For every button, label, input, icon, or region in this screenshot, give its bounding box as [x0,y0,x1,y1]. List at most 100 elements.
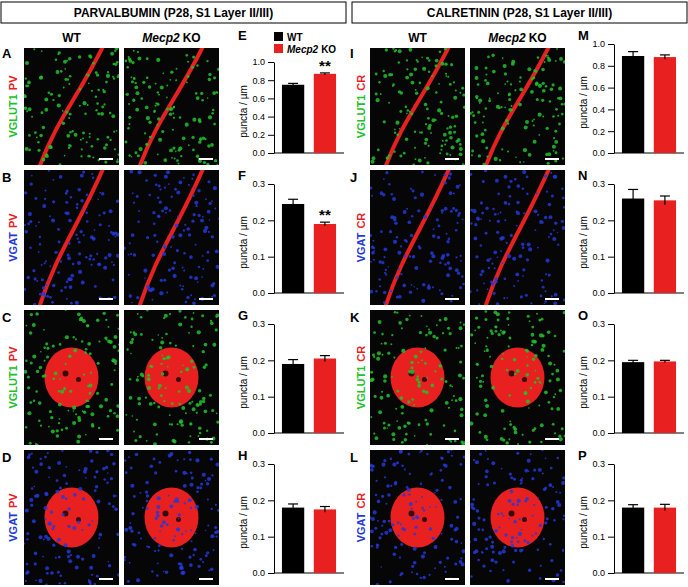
soma [491,348,545,408]
punctum [188,498,192,502]
punctum [180,371,182,373]
punctum [43,506,47,510]
punctum [207,498,209,500]
punctum [110,383,113,386]
punctum [202,561,204,563]
punctum [182,285,184,287]
punctum [199,400,202,403]
punctum [146,310,148,312]
micrograph [370,48,465,165]
punctum [157,334,159,336]
channel-label: VGATPV [7,493,19,542]
channel-name: VGLUT1 [7,94,19,137]
punctum [128,123,130,125]
punctum [82,529,84,531]
punctum [128,57,131,60]
punctum [476,377,478,379]
punctum [100,112,104,116]
punctum [49,410,52,413]
punctum [556,378,560,382]
punctum [562,226,565,230]
punctum [472,114,475,117]
punctum [166,97,168,99]
punctum [554,432,556,434]
punctum [398,90,401,93]
punctum [494,157,498,161]
punctum [28,212,32,216]
punctum [387,423,390,426]
punctum [175,345,177,347]
punctum [371,251,375,255]
punctum [550,233,553,236]
punctum [426,161,429,164]
punctum [429,506,431,508]
punctum [151,299,153,301]
punctum [50,411,52,413]
punctum [174,158,176,160]
punctum [381,343,383,345]
header: CALRETININ (P28, S1 Layer II/III) [427,6,612,20]
punctum [86,324,89,327]
punctum [76,206,79,209]
punctum [156,241,158,243]
punctum [27,81,31,85]
punctum [67,277,71,281]
punctum [178,233,182,237]
punctum [116,414,119,418]
punctum [372,246,374,248]
punctum [34,131,37,134]
punctum [137,397,141,401]
punctum [533,140,537,144]
punctum [189,255,193,259]
punctum [381,525,383,527]
punctum [374,395,377,398]
punctum [409,111,411,113]
punctum [509,420,511,422]
punctum [86,141,88,143]
punctum [42,126,45,129]
punctum [212,282,215,285]
punctum [179,419,183,423]
punctum [484,79,487,82]
punctum [208,231,210,233]
punctum [563,60,565,64]
punctum [165,212,167,214]
punctum [43,346,46,349]
punctum [432,286,434,288]
punctum [142,81,145,84]
panel-letter: A [2,46,12,61]
punctum [534,381,537,384]
punctum [494,325,497,328]
punctum [89,155,91,157]
punctum [202,473,206,477]
punctum [111,261,113,263]
punctum [35,225,37,227]
punctum [63,474,67,478]
punctum [519,88,523,92]
punctum [407,400,410,403]
punctum [542,89,546,93]
punctum [113,495,116,498]
punctum [65,310,67,311]
punctum [102,312,105,315]
punctum [504,106,506,108]
punctum [508,345,510,347]
punctum [373,432,375,434]
punctum [416,288,418,290]
punctum [456,185,460,189]
punctum [371,545,374,548]
punctum [82,208,84,210]
soma [145,488,199,548]
punctum [57,571,60,574]
punctum [485,404,489,408]
punctum [389,580,392,583]
punctum [394,50,396,52]
punctum [95,470,98,473]
punctum [66,281,69,284]
punctum [450,300,453,303]
punctum [65,427,68,430]
punctum [475,134,478,137]
micrograph [470,170,565,305]
punctum [157,197,160,200]
punctum [406,208,408,210]
